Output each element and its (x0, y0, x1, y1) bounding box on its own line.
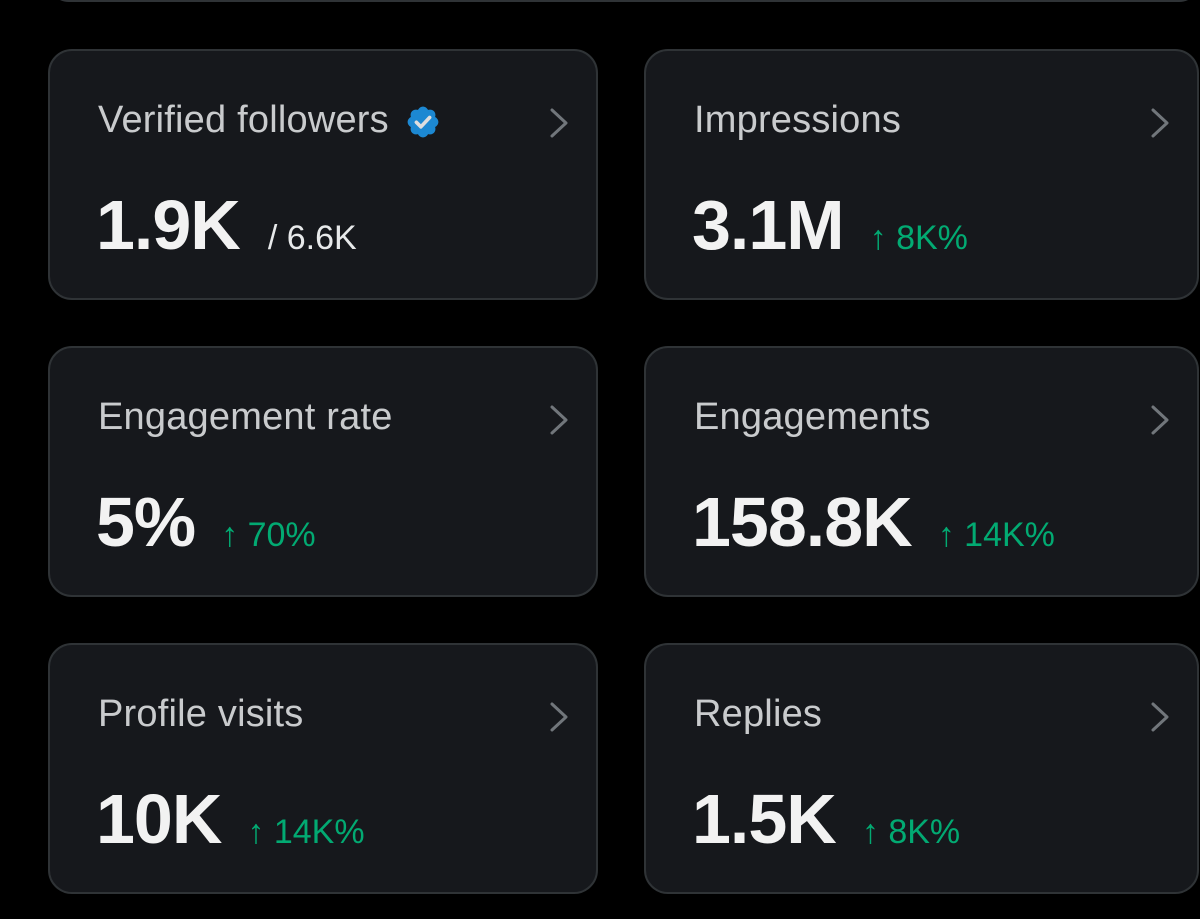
card-label: Engagement rate (98, 396, 393, 439)
metric-change: ↑ 8K% (861, 813, 961, 851)
metric-change: ↑ 70% (221, 516, 316, 554)
metric-value: 1.9K (96, 186, 241, 264)
value-row: 1.5K ↑ 8K% (692, 779, 960, 859)
metric-value: 5% (96, 483, 196, 561)
value-row: 158.8K ↑ 14K% (692, 482, 1055, 562)
value-row: 3.1M ↑ 8K% (692, 185, 968, 265)
card-engagement-rate[interactable]: Engagement rate 5% ↑ 70% (48, 346, 598, 597)
metric-value: 10K (96, 780, 222, 858)
card-engagements[interactable]: Engagements 158.8K ↑ 14K% (644, 346, 1199, 597)
card-label-text: Verified followers (98, 99, 389, 141)
value-row: 1.9K / 6.6K (96, 185, 357, 265)
verified-badge-icon (407, 106, 439, 137)
chevron-right-icon[interactable] (1149, 107, 1171, 139)
card-label-text: Engagements (694, 396, 931, 438)
card-impressions[interactable]: Impressions 3.1M ↑ 8K% (644, 49, 1199, 300)
analytics-grid: Verified followers 1.9K / 6.6K Impressio… (48, 49, 1199, 894)
metric-change: ↑ 8K% (869, 219, 968, 257)
chevron-right-icon[interactable] (1149, 701, 1171, 733)
card-profile-visits[interactable]: Profile visits 10K ↑ 14K% (48, 643, 598, 894)
metric-value: 158.8K (692, 483, 913, 561)
card-label: Verified followers (98, 99, 441, 142)
card-verified-followers[interactable]: Verified followers 1.9K / 6.6K (48, 49, 598, 300)
chevron-right-icon[interactable] (1149, 404, 1171, 436)
card-label-text: Engagement rate (98, 396, 393, 438)
card-replies[interactable]: Replies 1.5K ↑ 8K% (644, 643, 1199, 894)
card-label: Replies (694, 693, 822, 736)
card-label: Profile visits (98, 693, 304, 736)
value-row: 5% ↑ 70% (96, 482, 316, 562)
previous-card-edge (48, 0, 1200, 2)
metric-change: ↑ 14K% (247, 813, 365, 851)
metric-value: 3.1M (692, 186, 845, 264)
value-row: 10K ↑ 14K% (96, 779, 365, 859)
card-label-text: Profile visits (98, 693, 304, 735)
metric-value: 1.5K (692, 780, 837, 858)
card-label-text: Impressions (694, 99, 902, 141)
chevron-right-icon[interactable] (548, 404, 570, 436)
card-label: Engagements (694, 396, 931, 439)
card-label: Impressions (694, 99, 901, 142)
chevron-right-icon[interactable] (548, 701, 570, 733)
metric-total: / 6.6K (267, 219, 357, 257)
card-label-text: Replies (694, 693, 823, 735)
chevron-right-icon[interactable] (548, 107, 570, 139)
metric-change: ↑ 14K% (937, 516, 1055, 554)
